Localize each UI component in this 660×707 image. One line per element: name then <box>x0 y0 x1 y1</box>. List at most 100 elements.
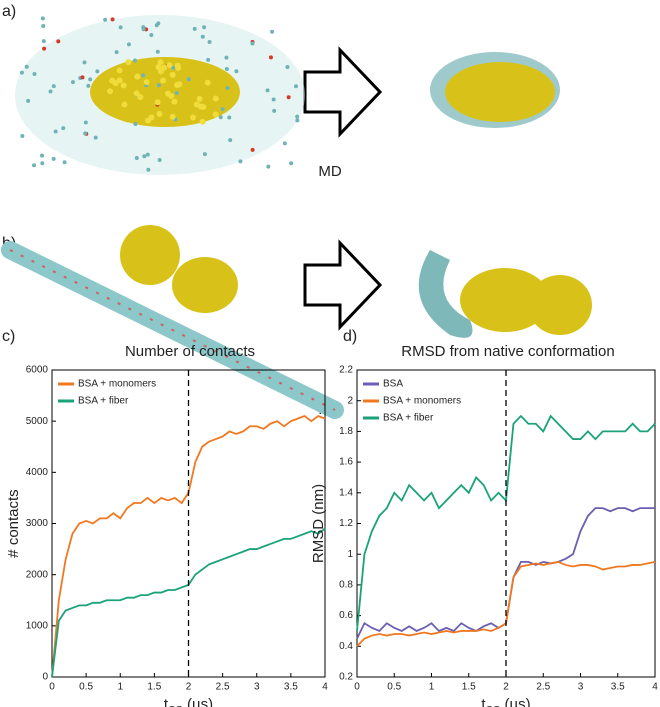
molecule-dot <box>154 99 161 106</box>
molecule-dot <box>186 77 191 82</box>
molecule-dot <box>109 77 116 84</box>
y-tick-label: 1.2 <box>339 518 353 529</box>
molecule-dot <box>160 77 167 84</box>
molecule-dot <box>174 62 181 69</box>
molecule-dot <box>220 107 225 112</box>
legend-label: BSA + monomers <box>383 396 461 407</box>
molecule-dot <box>39 153 44 158</box>
molecule-dot <box>227 115 232 120</box>
x-tick-label: 4 <box>652 682 658 693</box>
molecule-dot <box>270 29 275 34</box>
fiber <box>418 250 473 338</box>
x-tick-label: 0.5 <box>387 682 401 693</box>
y-tick-label: 0.2 <box>339 672 353 683</box>
molecule-dot <box>32 72 37 77</box>
molecule-dot <box>154 23 159 28</box>
chart-title: Number of contacts <box>125 343 255 360</box>
y-tick-label: 1.4 <box>339 487 353 498</box>
molecule-dot <box>174 90 179 95</box>
molecule-dot <box>171 65 176 70</box>
y-tick-label: 3000 <box>26 518 49 529</box>
molecule-dot <box>107 88 114 95</box>
protein <box>528 275 592 335</box>
legend-label: BSA + fiber <box>78 396 129 407</box>
molecule-dot <box>149 33 154 38</box>
molecule-dot <box>40 16 45 21</box>
x-tick-label: 3 <box>578 682 584 693</box>
x-tick-label: 1.5 <box>462 682 476 693</box>
molecule-dot <box>116 77 123 84</box>
molecule-dot <box>110 17 115 22</box>
y-tick-label: 0.8 <box>339 580 353 591</box>
panel-label: d) <box>343 328 357 345</box>
molecule-dot <box>161 64 168 71</box>
molecule-dot <box>134 156 139 161</box>
molecule-dot <box>26 98 31 103</box>
y-tick-label: 6000 <box>26 365 49 376</box>
y-tick-label: 2000 <box>26 569 49 580</box>
molecule-dot <box>41 23 46 28</box>
y-tick-label: 1 <box>347 549 353 560</box>
molecule-dot <box>120 82 127 89</box>
molecule-dot <box>142 154 147 159</box>
molecule-dot <box>268 55 273 60</box>
y-tick-label: 0.6 <box>339 610 353 621</box>
arrow-label: MD <box>318 163 341 180</box>
y-axis-label: # contacts <box>5 489 22 557</box>
protein <box>460 268 550 332</box>
molecule-dot <box>95 69 100 74</box>
molecule-dot <box>271 97 276 102</box>
molecule-dot <box>285 64 290 69</box>
x-tick-label: 3 <box>254 682 260 693</box>
molecule-dot <box>272 108 277 113</box>
molecule-dot <box>141 73 146 78</box>
molecule-dot <box>70 80 75 85</box>
y-tick-label: 1000 <box>26 620 49 631</box>
molecule-dot <box>224 55 229 60</box>
molecule-dot <box>61 126 66 131</box>
molecule-dot <box>192 26 197 31</box>
x-tick-label: 3.5 <box>611 682 625 693</box>
molecule-dot <box>51 156 56 161</box>
y-tick-label: 1.8 <box>339 426 353 437</box>
x-tick-label: 0 <box>354 682 360 693</box>
molecule-dot <box>145 152 150 157</box>
molecule-dot <box>234 69 239 74</box>
y-axis-label: RMSD (nm) <box>310 484 327 563</box>
molecule-dot <box>134 73 141 80</box>
x-axis-label: tCG (µs) <box>164 696 213 707</box>
molecule-dot <box>171 98 178 105</box>
x-tick-label: 1 <box>117 682 123 693</box>
molecule-dot <box>286 95 291 100</box>
molecule-dot <box>114 50 119 55</box>
y-tick-label: 1.6 <box>339 457 353 468</box>
x-tick-label: 1 <box>429 682 435 693</box>
molecule-dot <box>80 75 85 80</box>
molecule-dot <box>83 120 88 125</box>
molecule-dot <box>141 25 146 30</box>
molecule-dot <box>189 114 196 121</box>
molecule-dot <box>238 159 243 164</box>
x-tick-label: 2.5 <box>216 682 230 693</box>
x-tick-label: 0 <box>49 682 55 693</box>
molecule-dot <box>165 90 172 97</box>
molecule-dot <box>133 121 138 126</box>
protein <box>120 225 180 285</box>
x-axis-label: tCG (µs) <box>481 696 530 707</box>
molecule-dot <box>176 81 183 88</box>
molecule-dot <box>169 113 176 120</box>
molecule-dot <box>169 71 176 78</box>
molecule-dot <box>20 134 25 139</box>
x-axis-label-part: t <box>481 696 486 707</box>
molecule-dot <box>218 115 223 120</box>
molecule-dot <box>53 129 58 134</box>
molecule-dot <box>103 17 108 22</box>
chart-title: RMSD from native conformation <box>401 343 614 360</box>
x-axis-label-part: t <box>164 696 169 707</box>
legend-label: BSA + fiber <box>383 413 434 424</box>
x-axis-label-part: CG <box>486 705 501 707</box>
molecule-dot <box>125 59 132 66</box>
x-tick-label: 3.5 <box>284 682 298 693</box>
x-axis-label-part: (µs) <box>505 696 531 707</box>
